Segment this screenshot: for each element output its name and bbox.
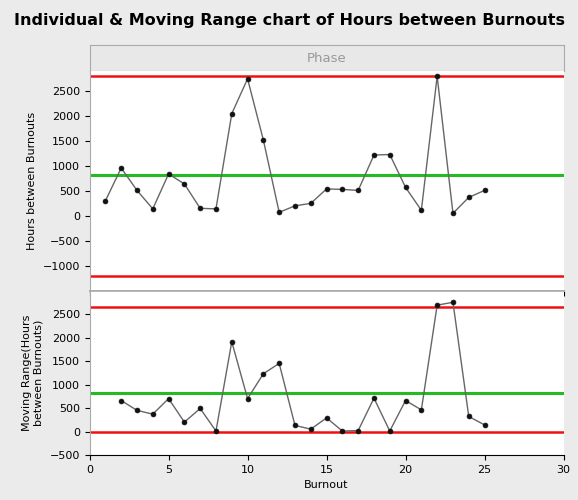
Text: Individual & Moving Range chart of Hours between Burnouts: Individual & Moving Range chart of Hours…	[13, 12, 565, 28]
Y-axis label: Hours between Burnouts: Hours between Burnouts	[27, 112, 37, 250]
X-axis label: Burnout: Burnout	[305, 480, 349, 490]
Y-axis label: Moving Range(Hours
between Burnouts): Moving Range(Hours between Burnouts)	[23, 314, 44, 431]
Text: Phase: Phase	[307, 52, 346, 64]
